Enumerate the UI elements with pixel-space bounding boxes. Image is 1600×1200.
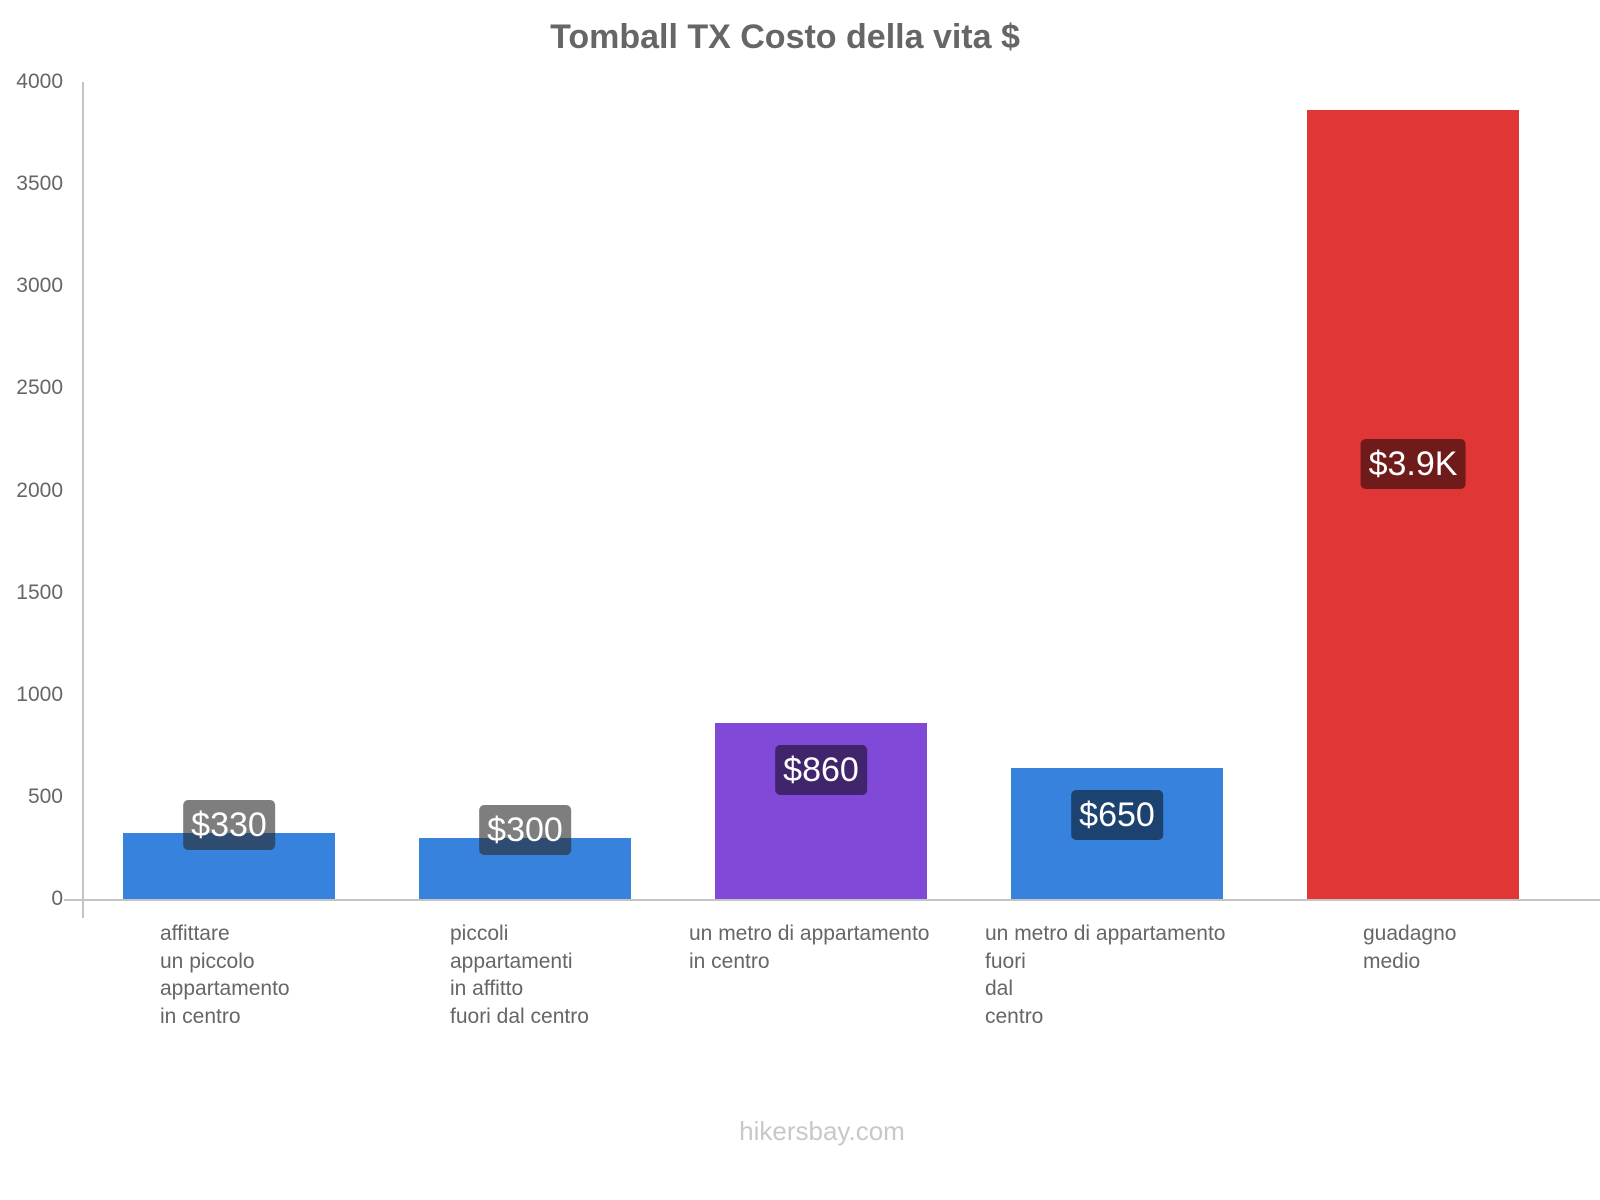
y-axis-line xyxy=(82,82,84,918)
bar-value-label: $860 xyxy=(775,744,867,795)
bar xyxy=(1307,109,1519,899)
bar-value-label: $3.9K xyxy=(1360,439,1466,489)
y-tick-label: 2000 xyxy=(16,478,63,502)
y-tick-label: 3500 xyxy=(16,172,63,196)
y-tick-label: 4000 xyxy=(16,70,63,93)
y-tick-label: 1000 xyxy=(16,682,63,706)
y-tick-label: 2500 xyxy=(16,376,63,400)
x-axis-line xyxy=(64,899,1600,901)
x-category-label: guadagno medio xyxy=(1363,922,1457,973)
bar-value-label: $650 xyxy=(1071,790,1163,841)
chart-title: Tomball TX Costo della vita $ xyxy=(550,18,1020,56)
x-category-label: affittare un piccolo appartamento in cen… xyxy=(160,922,290,1028)
x-category-label: un metro di appartamento fuori dal centr… xyxy=(985,922,1226,1028)
bar-value-label: $330 xyxy=(183,800,275,851)
y-tick-label: 500 xyxy=(27,784,63,808)
x-category-label: piccoli appartamenti in affitto fuori da… xyxy=(450,922,589,1028)
x-category-label: un metro di appartamento in centro xyxy=(689,922,930,973)
y-tick-label: 0 xyxy=(51,887,63,910)
y-tick-label: 3000 xyxy=(16,274,63,298)
bar-value-label: $300 xyxy=(479,804,571,855)
watermark: hikersbay.com xyxy=(739,1116,905,1146)
y-tick-label: 1500 xyxy=(16,580,63,604)
